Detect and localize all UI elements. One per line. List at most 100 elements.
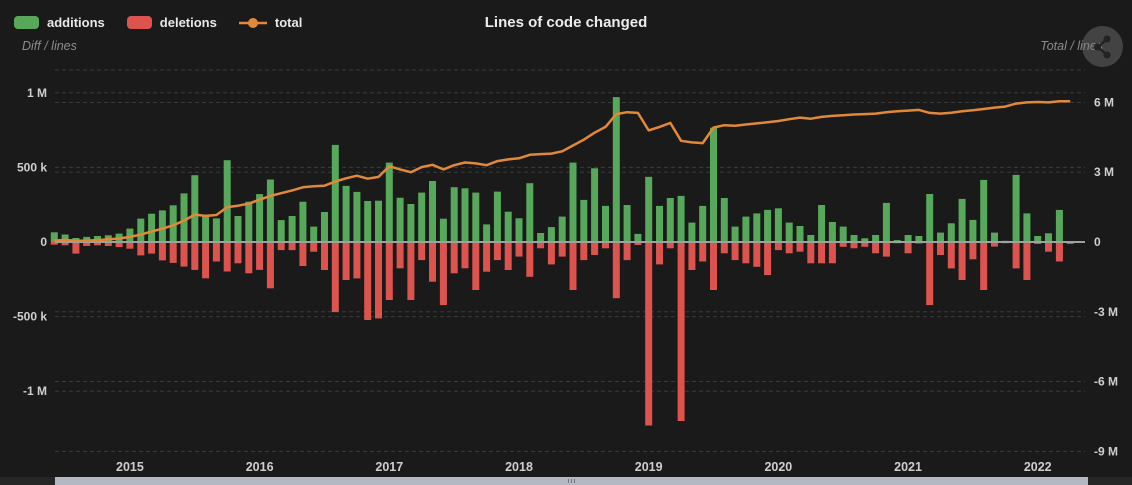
deletion-bar [731, 242, 739, 261]
deletion-bar [861, 242, 869, 247]
deletion-bar [180, 242, 188, 267]
addition-bar [677, 195, 685, 242]
addition-bar [504, 211, 512, 242]
deletion-bar [429, 242, 436, 282]
addition-bar [148, 213, 156, 242]
addition-bar [50, 232, 58, 242]
addition-bar [439, 218, 447, 242]
addition-bar [839, 226, 847, 242]
addition-bar [753, 213, 761, 242]
deletion-bar [148, 242, 156, 254]
addition-bar [602, 205, 609, 242]
deletion-bar [202, 242, 210, 279]
deletion-bar [245, 242, 253, 274]
deletion-bar [926, 242, 934, 306]
addition-bar [710, 127, 717, 242]
addition-bar [310, 226, 318, 242]
deletion-bar [558, 242, 566, 257]
total-line[interactable] [54, 100, 1071, 243]
addition-bar [699, 205, 707, 242]
legend-label-additions: additions [47, 15, 105, 30]
deletion-bar [407, 242, 415, 300]
addition-bar [126, 228, 134, 242]
deletion-bar [1023, 242, 1031, 280]
deletion-bar [212, 242, 220, 262]
left-axis-title: Diff / lines [22, 39, 77, 53]
addition-bar [591, 168, 599, 242]
addition-bar [353, 191, 361, 242]
deletion-bar [504, 242, 512, 270]
deletion-bar [72, 242, 80, 254]
legend-item-total[interactable]: total [238, 15, 302, 30]
addition-bar [223, 160, 231, 242]
deletion-bar [483, 242, 491, 272]
addition-bar [202, 216, 210, 242]
addition-bar [882, 202, 890, 242]
deletion-bar [774, 242, 782, 251]
additions-series[interactable] [50, 97, 1074, 242]
x-axis-tick: 2017 [375, 460, 403, 474]
deletions-series[interactable] [50, 242, 1074, 426]
scrollbar-thumb[interactable] [55, 477, 1088, 485]
deletion-bar [515, 242, 523, 257]
deletion-bar [882, 242, 890, 257]
deletion-bar [904, 242, 912, 254]
addition-bar [158, 210, 166, 242]
deletion-bar [169, 242, 177, 263]
legend-item-deletions[interactable]: deletions [126, 15, 217, 30]
deletion-bar [158, 242, 166, 261]
deletion-bar [872, 242, 880, 254]
addition-bar [396, 197, 404, 242]
deletion-bar [656, 242, 663, 265]
addition-bar [980, 179, 988, 242]
deletion-bar [375, 242, 382, 319]
right-axis-tick: 6 M [1094, 95, 1114, 109]
deletion-bar [839, 242, 847, 247]
addition-bar [418, 192, 426, 242]
addition-bar [493, 191, 501, 242]
x-axis-tick: 2018 [505, 460, 533, 474]
share-icon [1093, 34, 1111, 59]
deletion-bar [137, 242, 145, 256]
deletion-bar [526, 242, 534, 277]
addition-bar [429, 181, 436, 242]
deletion-bar [450, 242, 458, 274]
deletion-bar [818, 242, 826, 264]
deletion-bar [83, 242, 91, 246]
addition-bar [623, 205, 631, 242]
deletion-bar [277, 242, 285, 251]
addition-bar [385, 162, 393, 242]
deletion-bar [1045, 242, 1052, 252]
deletion-bar [666, 242, 674, 249]
chart-menu-button[interactable] [1082, 26, 1123, 67]
legend-item-additions[interactable]: additions [14, 15, 105, 30]
addition-bar [580, 199, 588, 242]
deletion-bar [299, 242, 307, 266]
addition-bar [872, 235, 880, 242]
scrollbar-track[interactable] [0, 477, 1132, 485]
deletion-bar [828, 242, 836, 264]
deletion-bar [223, 242, 231, 272]
deletion-bar [612, 242, 620, 299]
addition-bar [828, 222, 836, 242]
deletion-bar [937, 242, 944, 255]
addition-bar [742, 216, 750, 242]
deletion-bar [288, 242, 296, 251]
addition-bar [937, 232, 944, 242]
addition-bar [958, 198, 966, 242]
right-axis-title: Total / lines [1040, 39, 1103, 53]
addition-bar [558, 216, 566, 242]
deletion-bar [1055, 242, 1063, 262]
addition-bar [785, 222, 793, 242]
addition-bar [861, 238, 869, 242]
right-axis-tick: -3 M [1094, 305, 1118, 319]
deletion-bar [764, 242, 772, 276]
left-axis-tick: -500 k [13, 310, 47, 324]
deletion-bar [699, 242, 707, 262]
x-axis-tick: 2016 [246, 460, 274, 474]
deletion-bar [602, 242, 609, 249]
deletion-bar [980, 242, 988, 290]
deletion-bar [61, 242, 69, 246]
addition-bar [947, 223, 955, 242]
right-axis-tick: 0 [1094, 235, 1101, 249]
